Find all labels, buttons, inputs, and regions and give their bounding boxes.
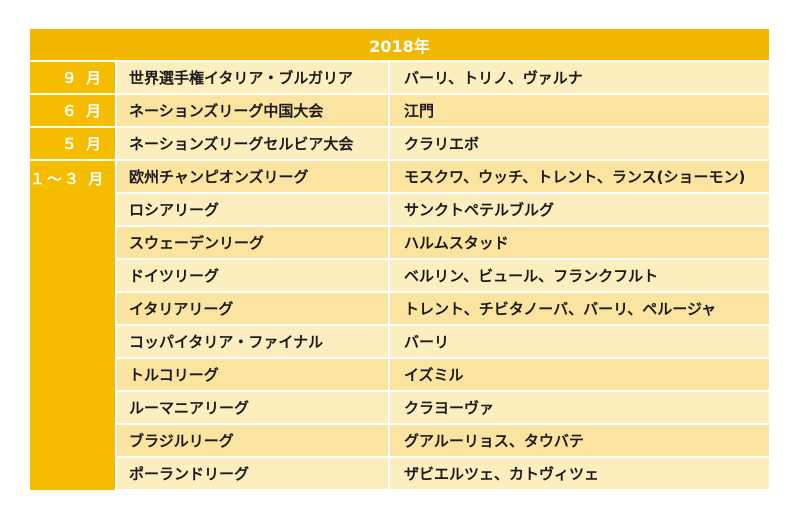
table-row: ドイツリーグ ベルリン、ビュール、フランクフルト xyxy=(30,259,770,293)
venue-cell: イズミル xyxy=(389,358,770,392)
venue-cell: クラヨーヴァ xyxy=(389,391,770,425)
table-row: ロシアリーグ サンクトペテルブルグ xyxy=(30,193,770,227)
table-row: １～３ 月 欧州チャンピオンズリーグ モスクワ、ウッチ、トレント、ランス(ショー… xyxy=(30,160,770,490)
table-row: ９ 月 世界選手権イタリア・ブルガリア バーリ、トリノ、ヴァルナ xyxy=(30,61,770,95)
competition-cell: ドイツリーグ xyxy=(116,259,390,293)
venue-cell: サンクトペテルブルグ xyxy=(389,193,770,227)
month-cell: ６ 月 xyxy=(30,94,117,128)
table-row: トルコリーグ イズミル xyxy=(30,358,770,392)
competition-cell: コッパイタリア・ファイナル xyxy=(116,325,390,359)
schedule-table: 2018年 ９ 月 世界選手権イタリア・ブルガリア バーリ、トリノ、ヴァルナ ６… xyxy=(30,29,770,491)
competition-cell: トルコリーグ xyxy=(116,358,390,392)
competition-cell: スウェーデンリーグ xyxy=(116,226,390,260)
competition-cell: 欧州チャンピオンズリーグ xyxy=(116,160,390,194)
competition-cell: ルーマニアリーグ xyxy=(116,391,390,425)
venue-cell: 江門 xyxy=(389,94,770,128)
table-row: ポーランドリーグ ザビエルツェ、カトヴィツェ xyxy=(30,457,770,491)
venue-cell: ハルムスタッド xyxy=(389,226,770,260)
table-row: ６ 月 ネーションズリーグ中国大会 江門 xyxy=(30,94,770,128)
table-row: ブラジルリーグ グアルーリョス、タウバテ xyxy=(30,424,770,458)
venue-cell: グアルーリョス、タウバテ xyxy=(389,424,770,458)
venue-cell: クラリエボ xyxy=(389,127,770,161)
competition-cell: ネーションズリーグセルビア大会 xyxy=(116,127,390,161)
venue-cell: バーリ、トリノ、ヴァルナ xyxy=(389,61,770,95)
competition-cell: イタリアリーグ xyxy=(116,292,390,326)
competition-cell: ポーランドリーグ xyxy=(116,457,390,491)
venue-cell: モスクワ、ウッチ、トレント、ランス(ショーモン) xyxy=(389,160,770,194)
month-cell: ５ 月 xyxy=(30,127,117,161)
month-cell: ９ 月 xyxy=(30,61,117,95)
table-row: コッパイタリア・ファイナル バーリ xyxy=(30,325,770,359)
table-row: スウェーデンリーグ ハルムスタッド xyxy=(30,226,770,260)
competition-cell: ロシアリーグ xyxy=(116,193,390,227)
header-row: 2018年 xyxy=(30,29,770,62)
competition-cell: ブラジルリーグ xyxy=(116,424,390,458)
table-row: ルーマニアリーグ クラヨーヴァ xyxy=(30,391,770,425)
year-header: 2018年 xyxy=(30,29,770,62)
venue-cell: トレント、チビタノーバ、バーリ、ペルージャ xyxy=(389,292,770,326)
month-cell: １～３ 月 xyxy=(30,160,117,490)
competition-cell: ネーションズリーグ中国大会 xyxy=(116,94,390,128)
table-row: ５ 月 ネーションズリーグセルビア大会 クラリエボ xyxy=(30,127,770,161)
competition-cell: 世界選手権イタリア・ブルガリア xyxy=(116,61,390,95)
venue-cell: ベルリン、ビュール、フランクフルト xyxy=(389,259,770,293)
venue-cell: バーリ xyxy=(389,325,770,359)
venue-cell: ザビエルツェ、カトヴィツェ xyxy=(389,457,770,491)
table-row: イタリアリーグ トレント、チビタノーバ、バーリ、ペルージャ xyxy=(30,292,770,326)
